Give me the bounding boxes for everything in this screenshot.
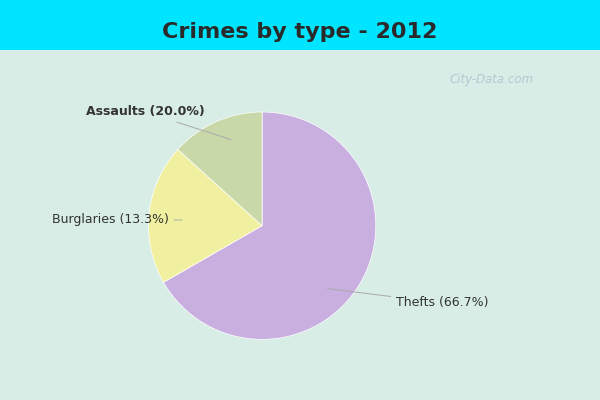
Text: City-Data.com: City-Data.com [450, 74, 534, 86]
Text: Crimes by type - 2012: Crimes by type - 2012 [163, 22, 437, 42]
Text: Burglaries (13.3%): Burglaries (13.3%) [52, 214, 182, 226]
Wedge shape [164, 112, 376, 339]
Text: Assaults (20.0%): Assaults (20.0%) [86, 106, 231, 140]
Wedge shape [148, 150, 262, 282]
Wedge shape [178, 112, 262, 226]
Text: Thefts (66.7%): Thefts (66.7%) [328, 288, 489, 310]
